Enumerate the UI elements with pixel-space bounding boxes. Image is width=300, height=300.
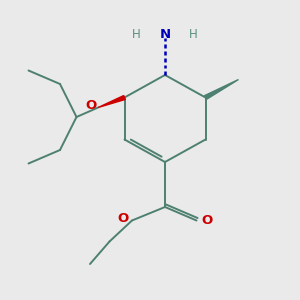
Text: N: N (159, 28, 171, 41)
Polygon shape (205, 80, 239, 99)
Text: O: O (118, 212, 129, 226)
Polygon shape (98, 95, 125, 107)
Text: O: O (201, 214, 212, 227)
Text: H: H (132, 28, 141, 41)
Text: H: H (189, 28, 198, 41)
Text: O: O (86, 99, 97, 112)
